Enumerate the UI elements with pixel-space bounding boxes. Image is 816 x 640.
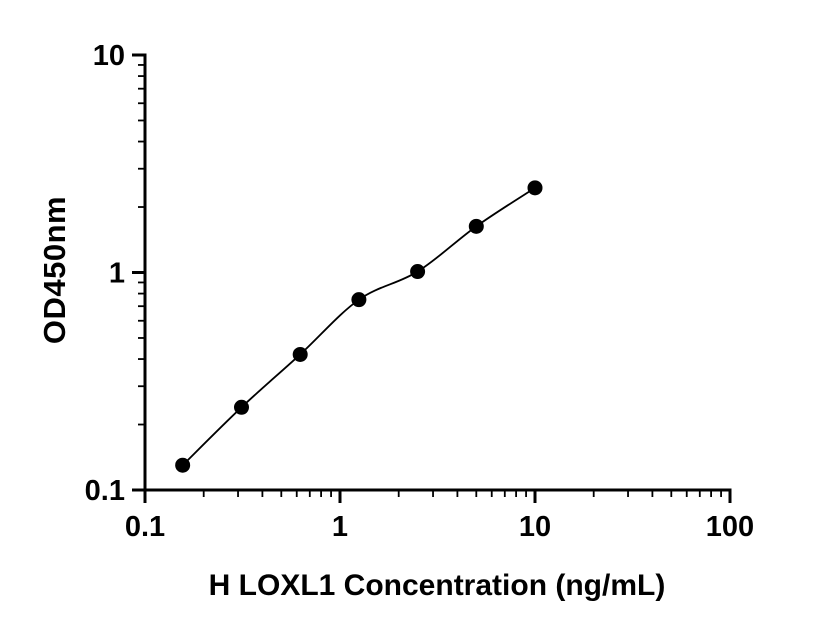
data-point [351,292,367,308]
y-axis-label: OD450nm [37,195,72,345]
x-tick-label: 1 [332,511,348,543]
x-tick-label: 10 [519,511,551,543]
y-tick-label: 10 [93,40,125,72]
x-tick-label: 0.1 [125,511,165,543]
x-axis-label: H LOXL1 Concentration (ng/mL) [208,569,666,602]
data-point [175,457,191,473]
data-point [527,180,543,196]
y-tick-label: 1 [109,258,125,290]
y-tick-label: 0.1 [85,475,125,507]
data-point [468,218,484,234]
data-point [410,264,426,280]
data-point [292,346,308,362]
x-tick-label: 100 [706,511,754,543]
data-point [233,399,249,415]
